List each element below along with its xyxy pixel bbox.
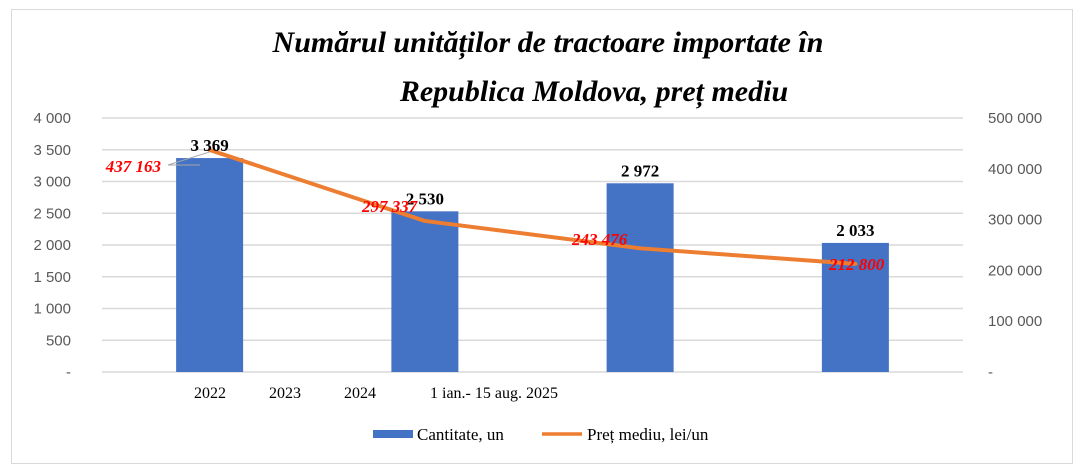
- chart-title-line-1: Numărul unităților de tractoare importat…: [272, 26, 824, 60]
- left-axis-tick-label: 500: [46, 332, 71, 349]
- left-axis-tick-label: 2 500: [33, 205, 71, 222]
- bar: [606, 183, 674, 372]
- left-axis-tick-label: 1 000: [33, 301, 71, 318]
- gridlines: [102, 117, 963, 373]
- data-labels: 3 369 2 530 2 972 2 033 437 163 297 337 243 47…: [105, 136, 885, 274]
- x-axis-tick-label: 2024: [344, 385, 376, 402]
- x-axis-tick-label: 1 ian.- 15 aug. 2025: [430, 385, 558, 402]
- line-data-label: 437 163: [105, 157, 162, 176]
- line-series: [207, 147, 858, 266]
- x-axis-ticks: 2022 2023 2024 1 ian.- 15 aug. 2025: [194, 385, 558, 402]
- price-line: [207, 147, 858, 266]
- x-axis-tick-label: 2022: [194, 385, 226, 402]
- right-axis-tick-label: -: [988, 364, 993, 381]
- right-axis-tick-label: 100 000: [988, 313, 1042, 330]
- line-data-label: 297 337: [361, 197, 419, 216]
- bar-data-label: 2 972: [621, 161, 659, 180]
- chart-title-line-2: Republica Moldova, preț mediu: [399, 75, 788, 109]
- legend: Cantitate, un Preț mediu, lei/un: [373, 425, 709, 444]
- left-axis-ticks: - 500 1 000 1 500 2 000 2 500 3 000 3 500 4 000: [33, 110, 71, 381]
- left-axis-tick-label: -: [66, 364, 71, 381]
- right-axis-ticks: - 100 000 200 000 300 000 400 000 500 000: [988, 110, 1042, 381]
- left-axis-tick-label: 1 500: [33, 269, 71, 286]
- bar-data-label: 2 530: [406, 189, 444, 208]
- left-axis-tick-label: 2 000: [33, 237, 71, 254]
- bar: [176, 158, 244, 372]
- left-axis-tick-label: 3 000: [33, 174, 71, 191]
- legend-label-bar: Cantitate, un: [417, 425, 504, 444]
- bar-series: [176, 158, 889, 372]
- legend-label-line: Preț mediu, lei/un: [587, 425, 709, 444]
- leader-line: [167, 151, 210, 166]
- x-axis-tick-label: 2023: [269, 385, 301, 402]
- bar: [391, 211, 459, 372]
- bar-data-label: 3 369: [191, 136, 229, 155]
- left-axis-tick-label: 4 000: [33, 110, 71, 127]
- right-axis-tick-label: 300 000: [988, 212, 1042, 229]
- left-axis-tick-label: 3 500: [33, 142, 71, 159]
- right-axis-tick-label: 400 000: [988, 161, 1042, 178]
- line-data-label: 212 800: [828, 255, 885, 274]
- bar-data-label: 2 033: [836, 221, 874, 240]
- legend-swatch-bar: [373, 430, 413, 438]
- line-data-label: 243 476: [571, 230, 628, 249]
- right-axis-tick-label: 200 000: [988, 262, 1042, 279]
- right-axis-tick-label: 500 000: [988, 110, 1042, 127]
